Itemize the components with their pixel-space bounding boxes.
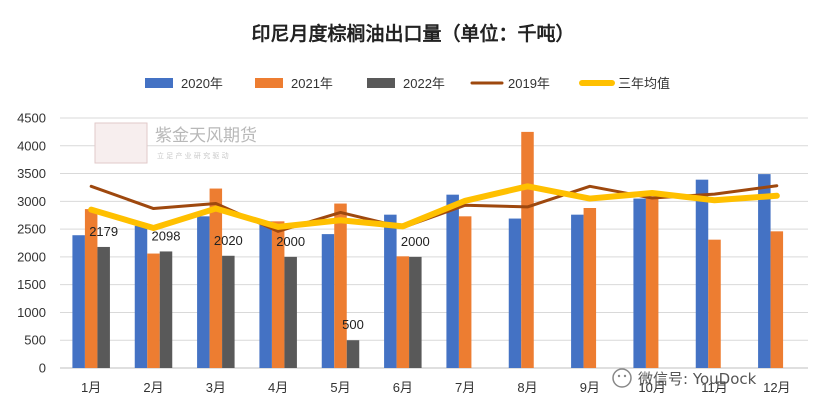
bar [695, 179, 709, 368]
bar [284, 256, 297, 368]
y-axis-ticks: 0 500 1000 1500 2000 2500 3000 3500 4000 4500 [17, 111, 46, 376]
y-tick-label: 0 [39, 361, 46, 376]
footer: 微信号: YouDock [612, 368, 757, 388]
watermark-logo-icon [94, 122, 148, 164]
gridlines [60, 117, 808, 369]
legend-label: 三年均值 [618, 76, 670, 91]
legend-label: 2021年 [291, 76, 333, 91]
data-label: 2098 [152, 228, 181, 243]
legend-label: 2020年 [181, 76, 223, 91]
x-tick-label: 10月 [638, 380, 665, 395]
x-tick-label: 6月 [393, 380, 413, 395]
y-tick-label: 2000 [17, 249, 46, 264]
bar [645, 196, 659, 368]
y-tick-label: 1500 [17, 277, 46, 292]
legend-swatch [367, 78, 395, 88]
y-tick-label: 1000 [17, 305, 46, 320]
bar [583, 208, 597, 368]
bar [396, 256, 410, 368]
bar [633, 198, 646, 368]
watermark-name: 紫金天风期货 [155, 126, 257, 146]
x-tick-label: 8月 [517, 380, 537, 395]
x-tick-label: 1月 [81, 380, 101, 395]
bar [708, 239, 721, 368]
watermark-tagline: 立 足 产 业 研 究 驱 动 [157, 151, 229, 160]
legend-label: 2019年 [508, 76, 550, 91]
data-label: 2020 [214, 233, 243, 248]
watermark: 紫金天风期货 立 足 产 业 研 究 驱 动 [94, 122, 257, 164]
data-label: 2000 [401, 234, 430, 249]
bar [197, 216, 210, 368]
data-label: 2000 [276, 234, 305, 249]
data-label: 500 [342, 317, 364, 332]
bar [147, 253, 160, 368]
bar [321, 234, 335, 368]
bar [458, 216, 472, 368]
bar [97, 246, 110, 368]
bar [446, 194, 459, 368]
wechat-icon-eye-left [617, 374, 621, 378]
footer-text: 微信号: YouDock [638, 370, 757, 388]
bar [508, 218, 522, 368]
legend: 2020年 2021年 2022年 2019年 三年均值 [145, 76, 670, 91]
wechat-icon-eye-right [623, 374, 627, 378]
x-axis-ticks: 1月 2月 3月 4月 5月 6月 7月 8月 9月 10月 11月 12月 [81, 380, 791, 395]
bar [72, 235, 85, 368]
x-tick-label: 12月 [763, 380, 790, 395]
wechat-icon [612, 368, 632, 388]
y-tick-label: 3000 [17, 194, 46, 209]
chart-title: 印尼月度棕榈油出口量（单位：千吨） [251, 22, 574, 45]
x-tick-label: 7月 [455, 380, 475, 395]
bar [259, 221, 272, 368]
x-tick-label: 3月 [206, 380, 226, 395]
series-line [88, 183, 780, 231]
bar [334, 203, 347, 368]
data-label: 2179 [89, 224, 118, 239]
bar [770, 231, 784, 368]
bar [134, 225, 148, 368]
legend-swatch [255, 78, 283, 88]
legend-label: 2022年 [403, 76, 445, 91]
bar [222, 255, 235, 368]
lines [88, 183, 780, 233]
bars [72, 131, 784, 368]
y-tick-label: 2500 [17, 222, 46, 237]
bar [571, 214, 584, 368]
legend-swatch [145, 78, 173, 88]
bar [346, 340, 360, 368]
x-tick-label: 4月 [268, 380, 288, 395]
bar [384, 214, 397, 368]
bar [758, 174, 771, 368]
y-tick-label: 500 [24, 333, 46, 348]
bar [209, 188, 223, 368]
bar [409, 256, 422, 368]
bar [159, 251, 173, 368]
bar [521, 131, 534, 368]
y-tick-label: 4500 [17, 111, 46, 126]
data-labels: 2179 2098 2020 2000 500 2000 [89, 224, 430, 332]
bar [271, 221, 285, 368]
y-tick-label: 3500 [17, 166, 46, 181]
x-tick-label: 11月 [701, 380, 728, 395]
x-tick-label: 2月 [143, 380, 163, 395]
x-tick-label: 5月 [330, 380, 350, 395]
bar [84, 209, 98, 368]
y-tick-label: 4000 [17, 138, 46, 153]
x-tick-label: 9月 [580, 380, 600, 395]
